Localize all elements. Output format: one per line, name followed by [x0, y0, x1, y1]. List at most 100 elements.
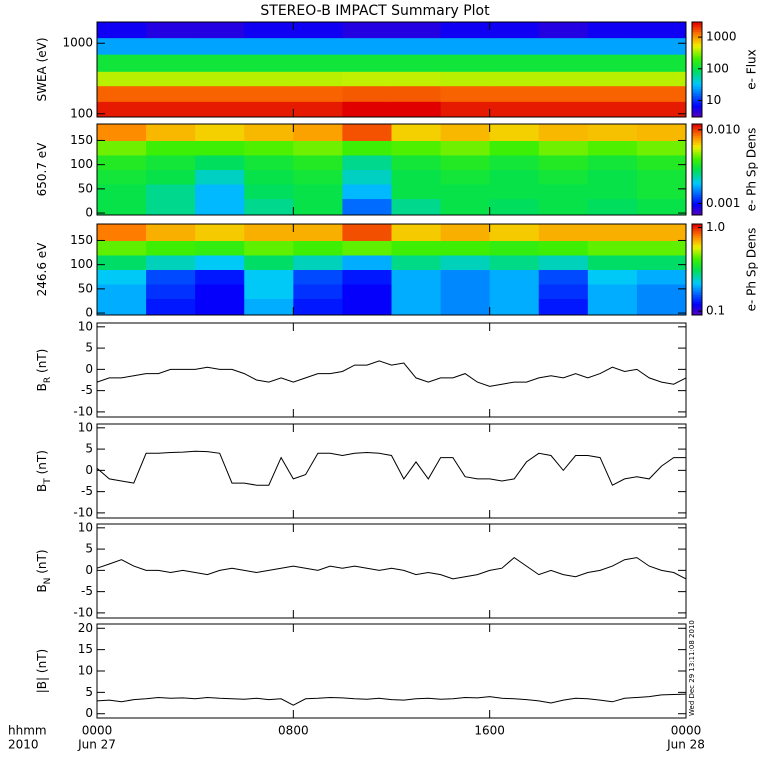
- heatmap-cell: [342, 37, 392, 55]
- heatmap-cell: [391, 169, 442, 185]
- heatmap-cell: [244, 169, 294, 185]
- y-tick-label: 0: [85, 706, 93, 720]
- heatmap-cell: [146, 37, 196, 55]
- heatmap-cell: [440, 124, 491, 141]
- colorbar-swatch: [692, 255, 702, 259]
- plot-title: STEREO-B IMPACT Summary Plot: [260, 3, 490, 19]
- colorbar-swatch: [692, 135, 702, 139]
- y-tick-label: 10: [78, 520, 93, 534]
- heatmap-cell: [538, 101, 589, 118]
- colorbar-swatch: [692, 55, 702, 59]
- colorbar-swatch: [692, 137, 702, 141]
- colorbar-swatch: [692, 228, 702, 232]
- colorbar-swatch: [692, 164, 702, 168]
- colorbar-label: e- Flux: [745, 49, 759, 89]
- heatmap-cell: [391, 154, 442, 170]
- heatmap-cell: [342, 254, 392, 270]
- colorbar-frame: [691, 123, 703, 216]
- heatmap-cell: [342, 140, 392, 156]
- colorbar-swatch: [692, 38, 702, 42]
- y-label-subscript: N: [43, 578, 53, 585]
- colorbar-swatch: [692, 312, 702, 316]
- colorbar-swatch: [692, 114, 702, 118]
- y-tick-label: 0: [85, 306, 93, 320]
- heatmap-cell: [391, 298, 442, 316]
- heatmap-cell: [342, 101, 392, 118]
- colorbar-swatch: [692, 160, 702, 164]
- y-tick-label: 10: [78, 319, 93, 333]
- heatmap-cell: [244, 284, 294, 300]
- heatmap-cell: [587, 85, 638, 102]
- x-date-label: Jun 27: [77, 738, 116, 752]
- colorbar-frame: [691, 21, 703, 118]
- heatmap-cell: [587, 184, 638, 200]
- heatmap-cell: [489, 184, 540, 200]
- colorbar-swatch: [692, 79, 702, 82]
- colorbar-swatch: [692, 176, 702, 180]
- heatmap-cell: [97, 85, 147, 102]
- heatmap-cell: [391, 101, 442, 118]
- panel-frame: [96, 123, 687, 216]
- colorbar-swatch: [692, 52, 702, 56]
- heatmap-cell: [440, 101, 491, 118]
- heatmap-cell: [97, 224, 147, 241]
- colorbar-swatch: [692, 69, 702, 73]
- colorbar-swatch: [692, 267, 702, 270]
- heatmap-cell: [244, 184, 294, 200]
- heatmap-cell: [587, 101, 638, 118]
- y-axis-label: BN (nT): [35, 549, 53, 592]
- colorbar-swatch: [692, 303, 702, 307]
- heatmap-cell: [538, 298, 589, 316]
- colorbar-swatch: [692, 98, 702, 101]
- y-label-text: SWEA (eV): [35, 37, 49, 101]
- heatmap-cell: [293, 85, 343, 102]
- colorbar-swatch: [692, 180, 702, 184]
- heatmap-cell: [538, 22, 589, 39]
- colorbar-swatch: [692, 50, 702, 54]
- colorbar-frame: [691, 223, 703, 316]
- heatmap-cell: [342, 71, 392, 87]
- heatmap-cell: [391, 54, 442, 72]
- y-tick-label: 5: [85, 542, 93, 556]
- heatmap-cell: [538, 37, 589, 55]
- x-axis-label: hhmm: [8, 724, 47, 738]
- heatmap-cell: [146, 71, 196, 87]
- heatmap-cell: [244, 85, 294, 102]
- heatmap-cell: [97, 198, 147, 216]
- colorbar-swatch: [692, 253, 702, 257]
- heatmap-cell: [244, 298, 294, 316]
- colorbar-swatch: [692, 185, 702, 189]
- heatmap-cell: [195, 284, 245, 300]
- y-tick-label: 0: [85, 206, 93, 220]
- colorbar-swatch: [692, 146, 702, 150]
- colorbar-swatch: [692, 242, 702, 245]
- heatmap-cell: [293, 71, 343, 87]
- heatmap-cell: [391, 37, 442, 55]
- heatmap-cell: [538, 124, 589, 141]
- y-tick-label: -5: [81, 484, 93, 498]
- heatmap-cell: [97, 37, 147, 55]
- colorbar-swatch: [692, 139, 702, 143]
- heatmap-cell: [587, 124, 638, 141]
- colorbar-label: e- Ph Sp Dens: [745, 128, 759, 212]
- heatmap-cell: [587, 22, 638, 39]
- y-label-unit: (nT): [35, 349, 49, 373]
- heatmap-cell: [97, 184, 147, 200]
- x-axis-year: 2010: [8, 738, 39, 752]
- colorbar-swatch: [692, 224, 702, 227]
- colorbar-swatch: [692, 83, 702, 87]
- heatmap-cell: [244, 54, 294, 72]
- heatmap-cell: [391, 22, 442, 39]
- heatmap-cell: [538, 224, 589, 241]
- colorbar-swatch: [692, 76, 702, 80]
- data-line: [96, 360, 687, 387]
- y-tick-label: 20: [78, 621, 93, 635]
- heatmap-cell: [538, 54, 589, 72]
- heatmap-cell: [391, 85, 442, 102]
- y-tick-label: 100: [70, 106, 93, 120]
- y-tick-label: 50: [78, 181, 93, 195]
- colorbar-tick-label: 0.001: [706, 196, 740, 210]
- heatmap-cell: [97, 254, 147, 270]
- heatmap-cell: [587, 198, 638, 216]
- heatmap-cell: [489, 85, 540, 102]
